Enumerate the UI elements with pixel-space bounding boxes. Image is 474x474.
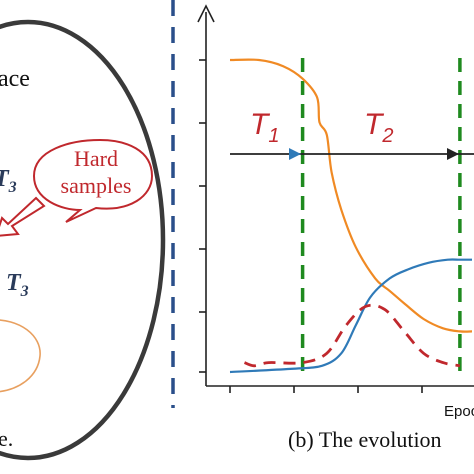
hard-samples-bubble xyxy=(32,138,154,223)
y-axis-arrowhead xyxy=(197,4,215,23)
hard-samples-label-line2: samples xyxy=(61,173,132,198)
y-ticks xyxy=(199,59,206,373)
right-caption: (b) The evolution xyxy=(288,427,442,452)
hard-samples-label-line1: Hard xyxy=(74,146,118,171)
red-dashed-curve xyxy=(243,303,461,368)
t3-label-upper: T3 xyxy=(0,166,17,196)
orange-curve xyxy=(229,58,473,333)
hard-samples-arrow xyxy=(0,196,46,237)
cluster-outline xyxy=(0,319,41,393)
blue-curve xyxy=(229,258,472,374)
left-panel: ace Hard samples T3 ,T3 e. xyxy=(0,19,166,461)
phase-label-t2: T2 xyxy=(364,108,393,147)
left-caption-fragment: e. xyxy=(0,426,13,451)
right-panel: T1 T2 Epoc (b) The evolution xyxy=(197,4,474,452)
series-layer xyxy=(229,58,473,376)
x-ticks xyxy=(229,386,423,393)
feature-space-circle xyxy=(0,19,166,461)
x-axis-label: Epoc xyxy=(444,403,474,420)
space-label-fragment: ace xyxy=(0,66,30,92)
t3-label-lower: ,T3 xyxy=(0,270,29,300)
phase-arrowhead-t1 xyxy=(289,148,301,160)
phase-label-t1: T1 xyxy=(250,108,279,147)
phase-arrowhead-t2 xyxy=(447,148,459,160)
